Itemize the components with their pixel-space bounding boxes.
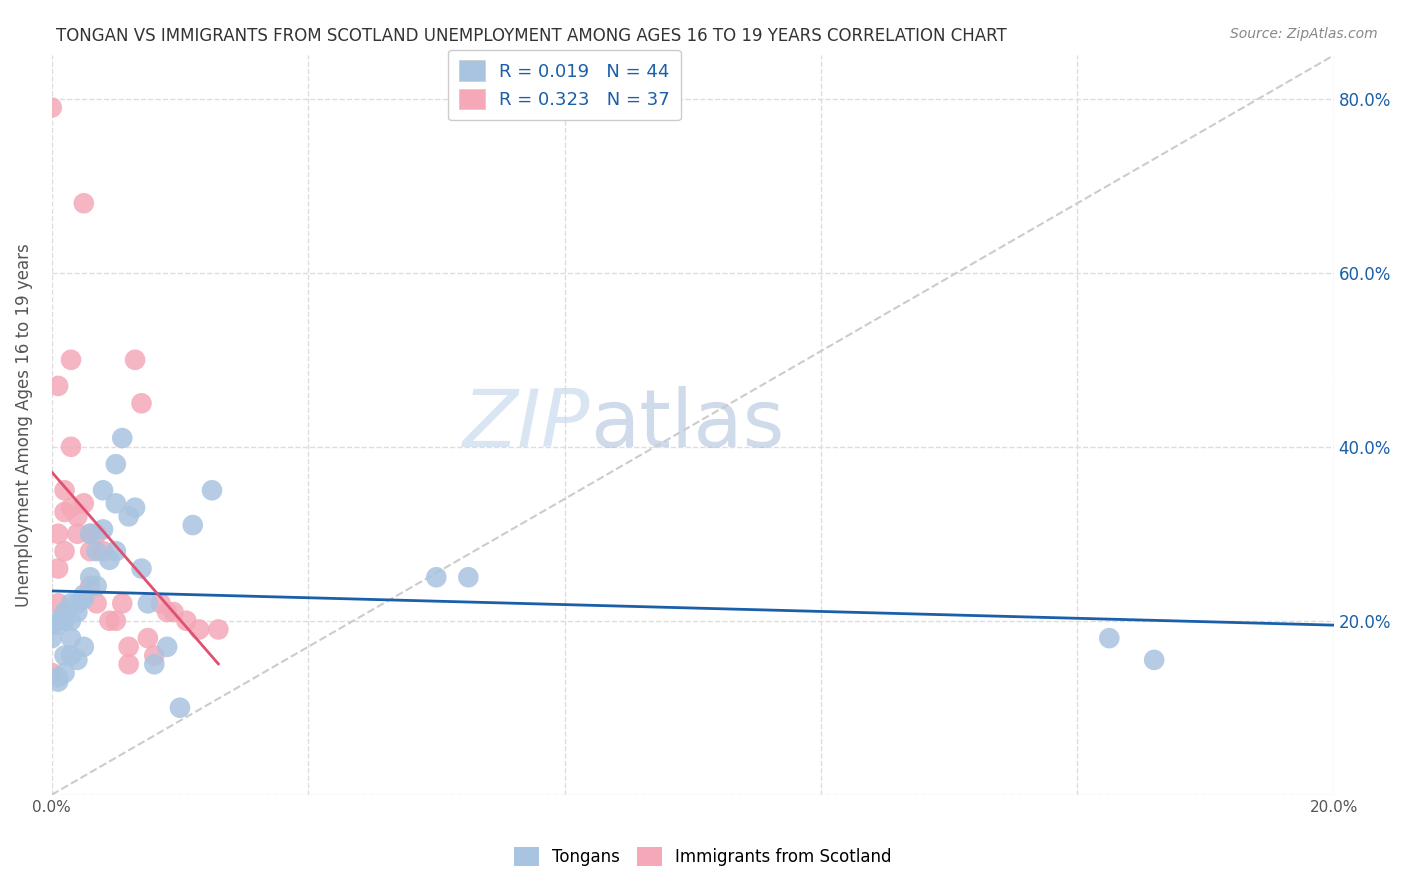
Point: [79, 570, 101, 584]
Point: [46, 596, 69, 610]
Point: [207, 623, 229, 637]
Point: [111, 431, 134, 445]
Point: [131, 396, 153, 410]
Point: [79, 544, 101, 558]
Point: [59, 500, 82, 515]
Point: [59, 596, 82, 610]
Point: [86, 579, 108, 593]
Point: [104, 544, 127, 558]
Point: [53, 505, 76, 519]
Point: [156, 640, 179, 654]
Point: [118, 509, 141, 524]
Point: [46, 670, 69, 684]
Text: TONGAN VS IMMIGRANTS FROM SCOTLAND UNEMPLOYMENT AMONG AGES 16 TO 19 YEARS CORREL: TONGAN VS IMMIGRANTS FROM SCOTLAND UNEMP…: [56, 27, 1007, 45]
Point: [425, 570, 447, 584]
Point: [53, 544, 76, 558]
Point: [59, 648, 82, 663]
Point: [53, 665, 76, 680]
Point: [1098, 631, 1121, 645]
Text: atlas: atlas: [591, 386, 785, 464]
Point: [457, 570, 479, 584]
Point: [162, 605, 184, 619]
Point: [118, 657, 141, 672]
Point: [41, 618, 63, 632]
Point: [143, 657, 166, 672]
Point: [91, 523, 114, 537]
Point: [98, 553, 121, 567]
Point: [73, 592, 96, 607]
Y-axis label: Unemployment Among Ages 16 to 19 years: Unemployment Among Ages 16 to 19 years: [15, 244, 32, 607]
Point: [136, 596, 159, 610]
Point: [124, 500, 146, 515]
Point: [66, 653, 89, 667]
Point: [176, 614, 198, 628]
Point: [86, 544, 108, 558]
Point: [149, 596, 172, 610]
Point: [73, 196, 96, 211]
Point: [53, 614, 76, 628]
Point: [181, 518, 204, 533]
Point: [79, 579, 101, 593]
Legend: Tongans, Immigrants from Scotland: Tongans, Immigrants from Scotland: [506, 838, 900, 875]
Point: [104, 496, 127, 510]
Point: [59, 614, 82, 628]
Point: [59, 352, 82, 367]
Point: [79, 526, 101, 541]
Point: [98, 614, 121, 628]
Legend: R = 0.019   N = 44, R = 0.323   N = 37: R = 0.019 N = 44, R = 0.323 N = 37: [449, 50, 681, 120]
Point: [41, 631, 63, 645]
Point: [59, 631, 82, 645]
Point: [66, 605, 89, 619]
Point: [91, 483, 114, 498]
Point: [73, 640, 96, 654]
Point: [73, 588, 96, 602]
Point: [53, 483, 76, 498]
Point: [201, 483, 224, 498]
Point: [73, 496, 96, 510]
Point: [104, 457, 127, 471]
Point: [46, 614, 69, 628]
Point: [46, 561, 69, 575]
Point: [66, 596, 89, 610]
Point: [59, 440, 82, 454]
Point: [46, 379, 69, 393]
Point: [79, 526, 101, 541]
Point: [156, 605, 179, 619]
Point: [91, 544, 114, 558]
Point: [53, 648, 76, 663]
Point: [41, 101, 63, 115]
Point: [169, 700, 191, 714]
Text: ZIP: ZIP: [463, 386, 591, 464]
Point: [1143, 653, 1166, 667]
Point: [86, 596, 108, 610]
Point: [188, 623, 211, 637]
Point: [124, 352, 146, 367]
Point: [111, 596, 134, 610]
Point: [46, 618, 69, 632]
Point: [131, 561, 153, 575]
Point: [118, 640, 141, 654]
Point: [46, 526, 69, 541]
Point: [66, 526, 89, 541]
Point: [136, 631, 159, 645]
Point: [143, 648, 166, 663]
Point: [66, 509, 89, 524]
Point: [46, 674, 69, 689]
Point: [41, 665, 63, 680]
Text: Source: ZipAtlas.com: Source: ZipAtlas.com: [1230, 27, 1378, 41]
Point: [104, 614, 127, 628]
Point: [86, 526, 108, 541]
Point: [53, 605, 76, 619]
